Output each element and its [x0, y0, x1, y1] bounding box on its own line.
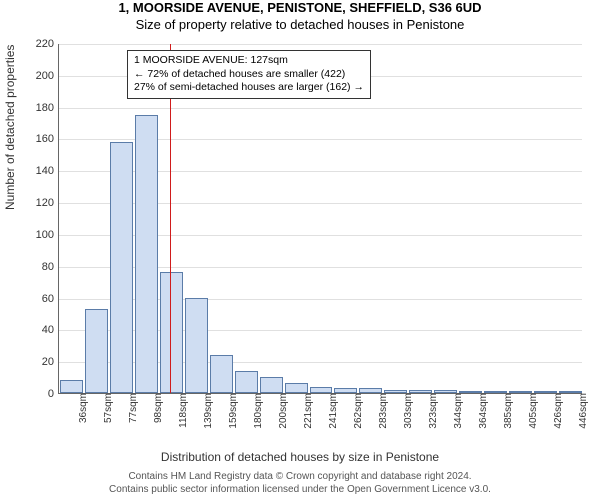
histogram-bar — [110, 142, 133, 393]
histogram-bar — [85, 309, 108, 393]
x-tick-label: 283sqm — [375, 393, 389, 429]
annotation-line: ← 72% of detached houses are smaller (42… — [134, 68, 364, 82]
x-tick-label: 221sqm — [300, 393, 314, 429]
x-tick-label: 241sqm — [325, 393, 339, 429]
footer-line: Contains HM Land Registry data © Crown c… — [0, 471, 600, 484]
y-tick-label: 40 — [42, 324, 59, 336]
histogram-bar — [260, 377, 283, 393]
gridline — [59, 44, 582, 45]
gridline — [59, 108, 582, 109]
histogram-bar — [60, 380, 83, 393]
y-tick-label: 80 — [42, 261, 59, 273]
chart-area: 02040608010012014016018020022036sqm57sqm… — [58, 44, 582, 414]
x-tick-label: 98sqm — [150, 393, 164, 423]
y-tick-label: 100 — [36, 229, 59, 241]
x-tick-label: 180sqm — [250, 393, 264, 429]
y-tick-label: 20 — [42, 356, 59, 368]
x-tick-label: 118sqm — [175, 393, 189, 428]
histogram-bar — [185, 298, 208, 393]
x-tick-label: 77sqm — [125, 393, 139, 423]
x-tick-label: 57sqm — [100, 393, 114, 423]
x-tick-label: 405sqm — [525, 393, 539, 429]
annotation-box: 1 MOORSIDE AVENUE: 127sqm ← 72% of detac… — [127, 50, 371, 99]
y-tick-label: 180 — [36, 102, 59, 114]
y-tick-label: 140 — [36, 165, 59, 177]
y-tick-label: 200 — [36, 70, 59, 82]
histogram-bar — [160, 272, 183, 393]
x-tick-label: 344sqm — [450, 393, 464, 429]
histogram-bar — [285, 383, 308, 393]
plot-region: 02040608010012014016018020022036sqm57sqm… — [58, 44, 582, 394]
y-tick-label: 60 — [42, 293, 59, 305]
x-tick-label: 426sqm — [550, 393, 564, 429]
histogram-bar — [235, 371, 258, 393]
x-tick-label: 262sqm — [350, 393, 364, 429]
chart-title-main: 1, MOORSIDE AVENUE, PENISTONE, SHEFFIELD… — [0, 0, 600, 15]
x-tick-label: 200sqm — [275, 393, 289, 429]
x-tick-label: 364sqm — [475, 393, 489, 429]
footer-line: Contains public sector information licen… — [0, 484, 600, 497]
x-tick-label: 303sqm — [400, 393, 414, 429]
x-tick-label: 323sqm — [425, 393, 439, 429]
y-tick-label: 220 — [36, 38, 59, 50]
histogram-bar — [210, 355, 233, 393]
x-tick-label: 159sqm — [225, 393, 239, 429]
x-tick-label: 446sqm — [575, 393, 589, 429]
x-axis-label: Distribution of detached houses by size … — [0, 450, 600, 464]
annotation-line: 1 MOORSIDE AVENUE: 127sqm — [134, 54, 364, 68]
footer-attribution: Contains HM Land Registry data © Crown c… — [0, 471, 600, 496]
y-tick-label: 120 — [36, 197, 59, 209]
chart-title-sub: Size of property relative to detached ho… — [0, 17, 600, 32]
x-tick-label: 385sqm — [500, 393, 514, 429]
y-tick-label: 0 — [48, 388, 59, 400]
x-tick-label: 139sqm — [200, 393, 214, 429]
annotation-line: 27% of semi-detached houses are larger (… — [134, 81, 364, 95]
x-tick-label: 36sqm — [75, 393, 89, 423]
y-tick-label: 160 — [36, 133, 59, 145]
y-axis-label: Number of detached properties — [3, 45, 17, 210]
histogram-bar — [135, 115, 158, 393]
